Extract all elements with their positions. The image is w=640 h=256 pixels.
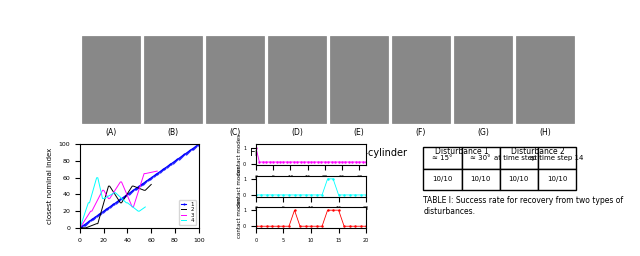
FancyBboxPatch shape bbox=[83, 36, 140, 123]
4 bbox=[118, 197, 125, 200]
Text: Disturbance 2: Disturbance 2 bbox=[511, 147, 564, 156]
FancyBboxPatch shape bbox=[207, 36, 264, 123]
Line: 4: 4 bbox=[80, 178, 145, 228]
3 bbox=[109, 191, 117, 195]
Text: (A): (A) bbox=[106, 129, 116, 137]
2 bbox=[119, 199, 127, 202]
Y-axis label: contact modes: contact modes bbox=[237, 134, 242, 175]
2 bbox=[76, 226, 84, 229]
1 bbox=[165, 164, 173, 167]
2 bbox=[101, 197, 109, 200]
4 bbox=[141, 205, 149, 208]
FancyBboxPatch shape bbox=[330, 36, 388, 123]
4 bbox=[93, 176, 100, 179]
1 bbox=[159, 168, 167, 171]
4 bbox=[114, 194, 122, 197]
Text: (E): (E) bbox=[354, 129, 364, 137]
1 bbox=[147, 176, 155, 179]
Y-axis label: closest nominal index: closest nominal index bbox=[47, 148, 53, 224]
FancyBboxPatch shape bbox=[454, 36, 511, 123]
Y-axis label: contact modes: contact modes bbox=[237, 166, 242, 207]
FancyBboxPatch shape bbox=[145, 36, 202, 123]
4 bbox=[101, 196, 109, 199]
FancyBboxPatch shape bbox=[269, 36, 326, 123]
Legend: 1, 2, 3, 4: 1, 2, 3, 4 bbox=[179, 200, 196, 225]
Text: (D): (D) bbox=[291, 129, 303, 137]
4 bbox=[120, 199, 128, 202]
Y-axis label: contact modes: contact modes bbox=[237, 197, 242, 238]
2 bbox=[114, 198, 122, 201]
Text: Disturbance 1: Disturbance 1 bbox=[435, 147, 488, 156]
1 bbox=[84, 220, 92, 223]
Line: 1: 1 bbox=[79, 144, 200, 229]
3 bbox=[76, 226, 84, 229]
Text: (G): (G) bbox=[477, 129, 489, 137]
3 bbox=[147, 171, 155, 174]
Text: Fig. 3:  Flipping the half-cylinder: Fig. 3: Flipping the half-cylinder bbox=[250, 148, 406, 158]
1 bbox=[106, 205, 113, 208]
2 bbox=[147, 183, 155, 186]
1 bbox=[195, 143, 202, 146]
3 bbox=[154, 169, 161, 173]
4 bbox=[76, 226, 84, 229]
FancyBboxPatch shape bbox=[392, 36, 449, 123]
Text: TABLE I: Success rate for recovery from two types of
disturbances.: TABLE I: Success rate for recovery from … bbox=[424, 196, 623, 216]
3 bbox=[88, 210, 96, 213]
2 bbox=[90, 223, 98, 226]
Text: (H): (H) bbox=[539, 129, 551, 137]
1 bbox=[131, 188, 138, 191]
Line: 2: 2 bbox=[80, 184, 151, 228]
FancyBboxPatch shape bbox=[516, 36, 573, 123]
3 bbox=[100, 189, 108, 192]
2 bbox=[93, 222, 100, 225]
Line: 3: 3 bbox=[80, 171, 157, 228]
2 bbox=[138, 188, 145, 191]
4 bbox=[77, 223, 85, 226]
4 bbox=[127, 204, 135, 207]
1 bbox=[76, 226, 84, 229]
Text: (B): (B) bbox=[168, 129, 179, 137]
3 bbox=[95, 196, 103, 199]
3 bbox=[137, 183, 145, 186]
Text: (C): (C) bbox=[229, 129, 241, 137]
Text: (F): (F) bbox=[416, 129, 426, 137]
